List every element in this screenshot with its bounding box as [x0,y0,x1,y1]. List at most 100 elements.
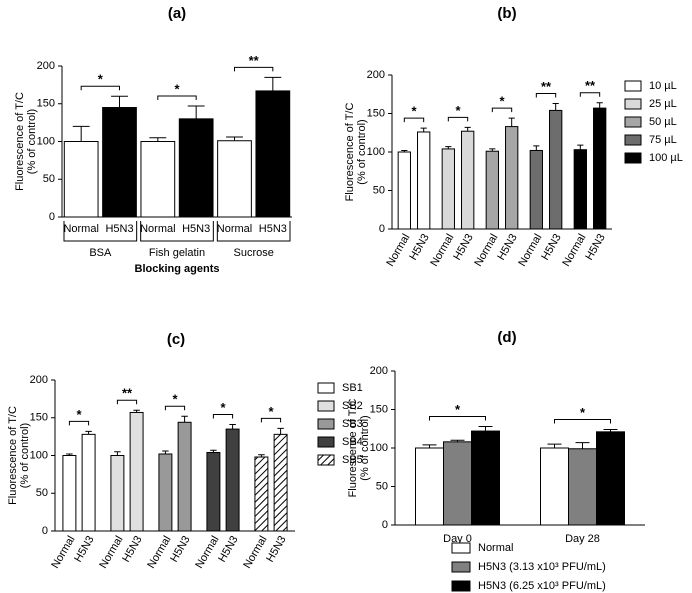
significance-label: ** [249,53,260,68]
x-tick-label: Normal [63,223,98,235]
x-tick-label: H5N3 [216,534,240,564]
error-bar [114,451,121,456]
legend-label: H5N3 (3.13 x10³ PFU/mL) [478,561,606,573]
bar [461,130,475,230]
legend-swatch [624,80,642,92]
error-bar [508,117,515,127]
bar [140,141,176,218]
x-tick-label: Normal [472,232,500,269]
significance-bracket [157,95,197,101]
bar [81,433,96,532]
legend-label: SB4 [342,436,363,448]
x-tick-label: Day 0 [443,533,472,545]
y-axis-label: (% of control) [359,415,371,480]
y-tick-label: 50 [373,184,385,196]
y-tick-label: 200 [37,60,55,72]
x-tick-label: Day 28 [565,533,600,545]
error-bar [464,126,471,132]
y-tick-label: 150 [370,403,388,415]
significance-label: * [98,72,104,87]
bar [63,141,99,218]
y-tick-label: 100 [367,146,385,158]
error-bar [187,105,205,119]
legend-swatch [317,400,335,412]
significance-bracket [260,417,282,423]
x-tick-label: Normal [140,223,175,235]
x-tick-label: H5N3 [583,232,607,262]
panel-title: (d) [497,329,516,346]
error-bar [552,102,559,111]
bar [206,451,221,532]
significance-label: * [76,407,82,422]
legend-swatch [317,382,335,394]
x-tick-label: H5N3 [168,534,192,564]
legend-swatch [451,561,471,573]
y-tick-label: 50 [43,173,55,185]
significance-bracket [164,405,186,411]
x-tick-label: H5N3 [451,232,475,262]
legend-swatch [624,152,642,164]
legend-label: SB3 [342,418,363,430]
y-axis-label: Fluorescence of T/C [344,103,356,202]
error-bar [72,125,90,142]
significance-label: ** [585,78,596,93]
bar [415,447,444,526]
x-tick-label: H5N3 [495,232,519,262]
bar [254,456,269,532]
bar [62,455,77,532]
significance-bracket [429,415,486,421]
significance-bracket [491,107,513,113]
significance-label: * [455,103,461,118]
bar [485,150,499,230]
group-bracket [63,221,138,242]
error-bar [420,127,427,132]
x-tick-label: H5N3 [264,534,288,564]
bar [549,109,563,230]
error-bar [603,429,618,432]
x-tick-label: Normal [97,534,125,571]
legend-label: SB1 [342,382,363,394]
significance-bracket [212,414,234,419]
bar [505,126,519,230]
group-label: BSA [89,247,112,259]
y-tick-label: 100 [370,442,388,454]
bar [471,430,500,526]
error-bar [596,102,603,109]
significance-label: * [174,81,180,96]
significance-bracket [68,420,90,426]
error-bar [111,95,128,108]
panel-title: (c) [167,331,185,348]
legend-swatch [624,116,642,128]
error-bar [264,76,282,91]
significance-bracket [116,399,138,405]
bar [273,433,288,532]
legend-label: Normal [478,542,513,554]
y-tick-label: 200 [30,374,48,386]
error-bar [547,443,562,448]
bar [177,421,192,532]
bar [255,90,291,218]
bar [158,453,173,532]
error-bar [577,144,584,150]
y-tick-label: 150 [37,98,55,110]
bar [217,140,252,218]
panel-title: (a) [168,5,186,22]
group-bracket [216,221,291,242]
bar [596,431,625,526]
y-tick-label: 0 [42,525,48,537]
significance-label: * [220,400,226,415]
legend-swatch [624,98,642,110]
x-tick-label: Normal [384,232,412,269]
bar [417,131,431,230]
y-axis-label: (% of control) [356,119,368,184]
legend-swatch [317,418,335,430]
bar [129,411,144,532]
group-label: Sucrose [233,247,273,259]
y-tick-label: 0 [379,223,385,235]
bar [110,455,125,532]
significance-label: * [580,405,586,420]
legend-label: H5N3 (6.25 x10³ PFU/mL) [478,580,606,592]
y-axis-label: (% of control) [26,109,38,174]
bar [443,441,472,526]
